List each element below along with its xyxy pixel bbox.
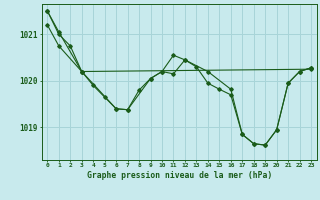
X-axis label: Graphe pression niveau de la mer (hPa): Graphe pression niveau de la mer (hPa) <box>87 171 272 180</box>
